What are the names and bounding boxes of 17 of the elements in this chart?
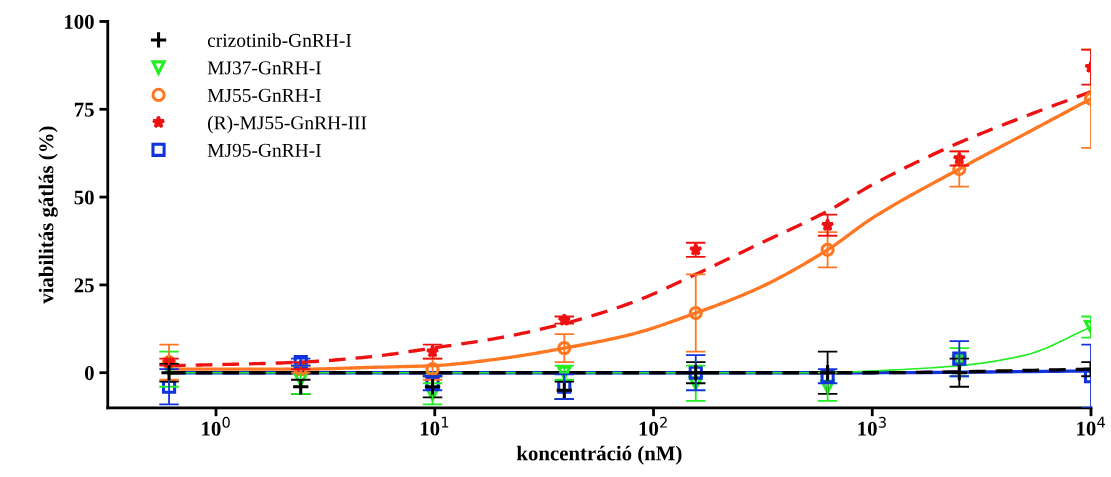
legend-label: crizotinib-GnRH-I xyxy=(207,33,352,47)
legend-label: MJ37-GnRH-I xyxy=(207,61,321,75)
legend-label: (R)-MJ55-GnRH-III xyxy=(208,115,367,134)
legend-label: MJ55-GnRH-I xyxy=(207,88,321,102)
x-tick-label: 10$^{3}$ xyxy=(858,416,886,436)
y-tick-label: 0 xyxy=(84,366,94,381)
x-axis-title: koncentráció (nM) xyxy=(516,445,682,465)
y-tick-label: 100 xyxy=(64,14,94,29)
x-tick-label: 10$^{2}$ xyxy=(639,416,667,436)
x-tick-label: 10$^{0}$ xyxy=(202,416,230,436)
y-axis-title: viabilitás gátlás (%) xyxy=(38,126,58,304)
y-tick-label: 75 xyxy=(74,102,94,117)
x-tick-label: 10$^{4}$ xyxy=(1077,416,1105,436)
y-tick-label: 50 xyxy=(74,190,94,205)
legend-label: MJ95-GnRH-I xyxy=(207,143,321,157)
y-tick-label: 25 xyxy=(74,278,94,293)
x-tick-label: 10$^{1}$ xyxy=(420,416,449,436)
